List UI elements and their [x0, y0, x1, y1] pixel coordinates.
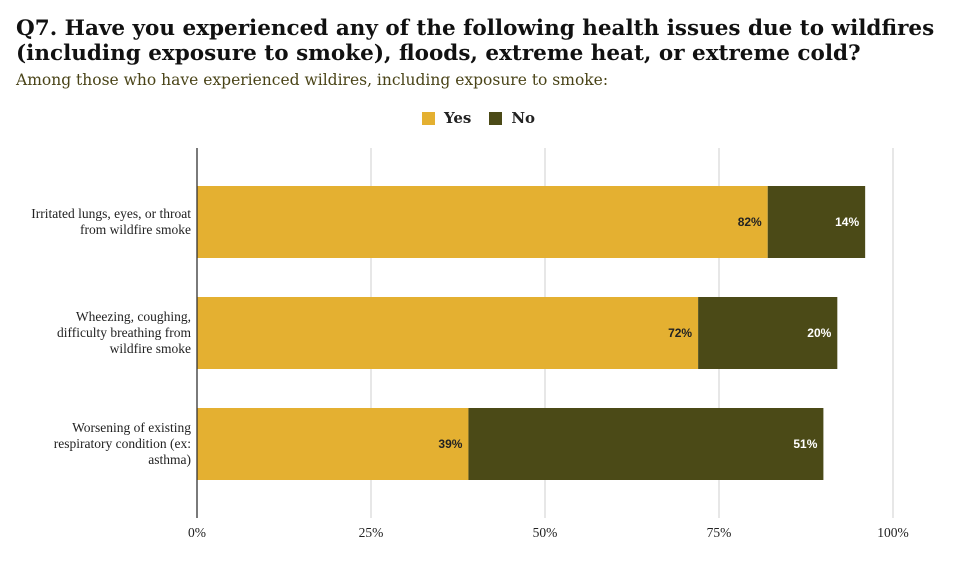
category-label: respiratory condition (ex: [54, 436, 191, 451]
category-label: Worsening of existing [72, 420, 191, 435]
category-label: Irritated lungs, eyes, or throat [31, 206, 191, 221]
x-tick-label: 0% [188, 525, 206, 540]
category-label: wildfire smoke [110, 341, 191, 356]
category-label: asthma) [148, 452, 191, 467]
chart-title-line-1: Q7. Have you experienced any of the foll… [16, 16, 935, 41]
x-tick-label: 25% [359, 525, 384, 540]
x-tick-label: 75% [707, 525, 732, 540]
data-label-no: 14% [835, 215, 859, 229]
category-label: from wildfire smoke [80, 222, 191, 237]
bar-no [767, 186, 866, 258]
legend-swatch-yes [421, 111, 435, 125]
x-tick-label: 100% [877, 525, 909, 540]
chart-subtitle: Among those who have experienced wildire… [16, 71, 609, 89]
bar-no [698, 297, 838, 369]
bar-yes [197, 297, 699, 369]
bar-no [468, 408, 824, 480]
data-label-no: 20% [807, 326, 831, 340]
legend-swatch-no [489, 111, 503, 125]
legend-item-no: No [489, 109, 535, 127]
bar-yes [197, 186, 768, 258]
legend-item-yes: Yes [421, 109, 472, 127]
chart-title-line-2: (including exposure to smoke), floods, e… [16, 41, 861, 66]
chart-title: Q7. Have you experienced any of the foll… [16, 16, 946, 66]
data-label-yes: 82% [738, 215, 762, 229]
category-label: difficulty breathing from [57, 325, 191, 340]
category-label: Wheezing, coughing, [76, 309, 191, 324]
legend-label-no: No [511, 109, 536, 127]
x-tick-label: 50% [533, 525, 558, 540]
legend-label-yes: Yes [443, 109, 472, 127]
data-label-yes: 39% [438, 437, 462, 451]
bar-yes [197, 408, 469, 480]
data-label-yes: 72% [668, 326, 692, 340]
legend: Yes No [0, 109, 957, 127]
data-label-no: 51% [793, 437, 817, 451]
